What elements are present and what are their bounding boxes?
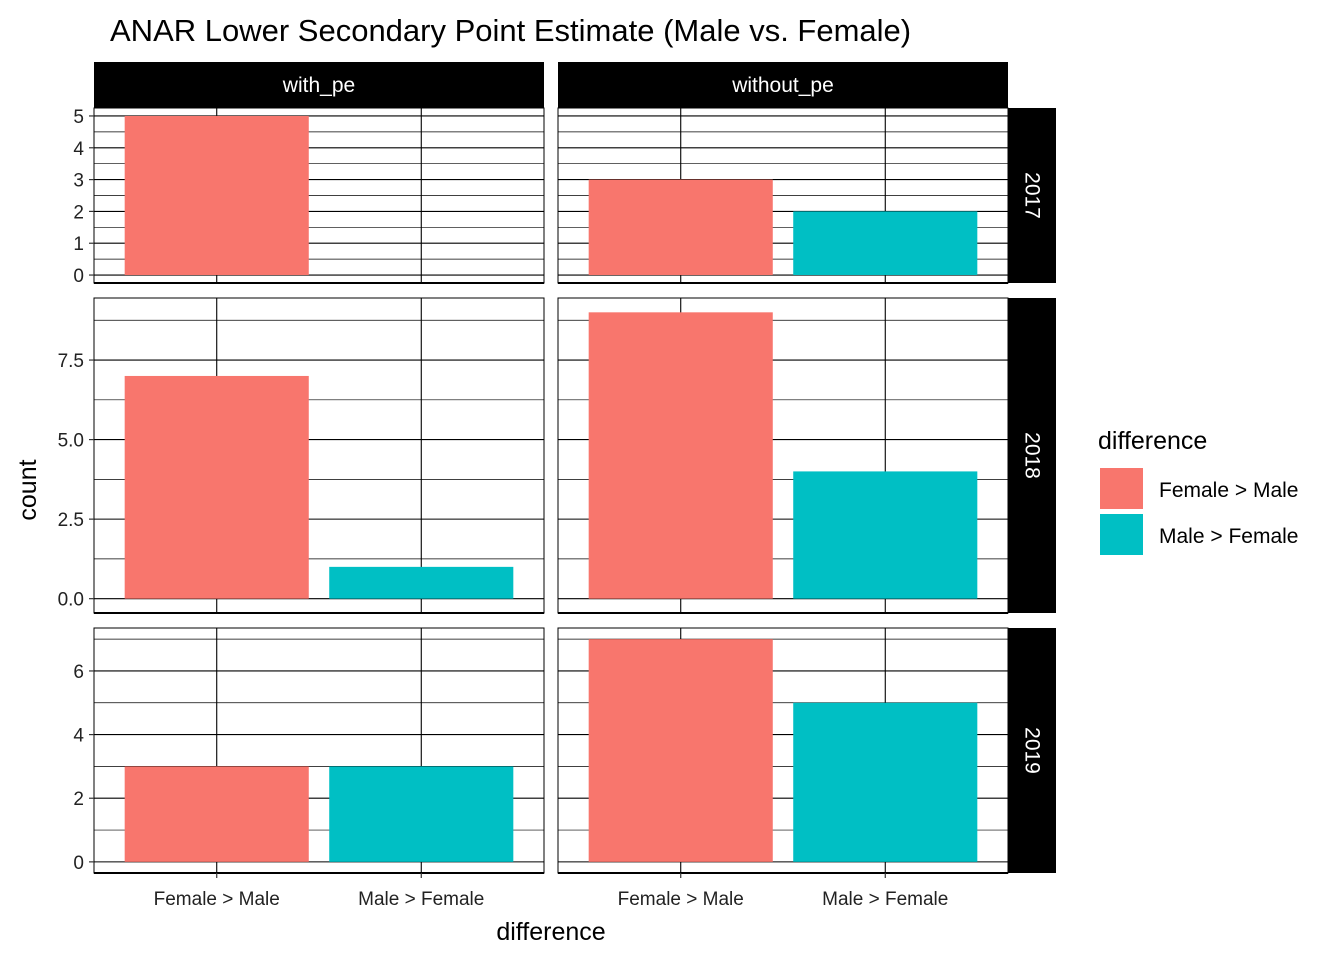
bar-with-pe-2018-female-male [124, 375, 309, 599]
y-tick-label: 0 [73, 266, 84, 287]
row-strip-2019 [1008, 628, 1056, 873]
bar-with-pe-2019-male-female [329, 766, 514, 862]
x-tick-label-male-female: Male > Female [822, 889, 948, 910]
column-strip-label-without-pe: without_pe [731, 74, 834, 97]
y-tick-label: 0 [73, 853, 84, 874]
panel-with-pe-2017: 0 1 2 3 4 5 [73, 107, 545, 287]
panel-with-pe-2019: 0 2 4 6 Female > Male Male > Female [73, 627, 545, 910]
row-strip-label-2019: 2019 [1021, 727, 1044, 774]
panel-without-pe-2018 [557, 297, 1009, 614]
column-strip-without-pe [558, 62, 1008, 108]
panel-without-pe-2019: Female > Male Male > Female [557, 627, 1009, 910]
y-tick-label: 2 [73, 202, 84, 223]
bar-without-pe-2019-female-male [588, 639, 773, 862]
row-strip-2018 [1008, 298, 1056, 613]
facet-panels: with_pe without_pe 2017 2018 2019 0 1 2 3 4 5 0.0 2.… [58, 62, 1056, 910]
y-tick-label: 2 [73, 789, 84, 810]
legend: difference Female > Male Male > Female [1098, 427, 1298, 555]
legend-title: difference [1098, 427, 1207, 455]
bar-with-pe-2017-female-male [124, 115, 309, 276]
bar-without-pe-2019-male-female [793, 702, 978, 862]
panel-without-pe-2017 [557, 107, 1009, 284]
legend-key-female-male [1100, 468, 1143, 509]
y-tick-label: 2.5 [58, 510, 84, 531]
y-tick-label: 4 [73, 726, 84, 747]
y-tick-label: 1 [73, 234, 84, 255]
x-tick-label-female-male: Female > Male [618, 889, 744, 910]
row-strip-label-2017: 2017 [1021, 172, 1044, 219]
legend-label-female-male: Female > Male [1159, 479, 1298, 502]
bar-without-pe-2017-male-female [793, 211, 978, 276]
bar-without-pe-2017-female-male [588, 179, 773, 276]
bar-with-pe-2019-female-male [124, 766, 309, 862]
y-tick-label: 7.5 [58, 351, 84, 372]
y-tick-label: 3 [73, 171, 84, 192]
row-strip-label-2018: 2018 [1021, 432, 1044, 479]
legend-key-male-female [1100, 514, 1143, 555]
row-strip-2017 [1008, 108, 1056, 283]
x-axis-title: difference [496, 918, 605, 946]
y-tick-label: 6 [73, 662, 84, 683]
bar-with-pe-2018-male-female [329, 566, 514, 599]
y-tick-label: 4 [73, 139, 84, 160]
chart-title: ANAR Lower Secondary Point Estimate (Mal… [110, 13, 911, 48]
x-tick-label-male-female: Male > Female [358, 889, 484, 910]
panel-with-pe-2018: 0.0 2.5 5.0 7.5 [58, 297, 545, 614]
bar-without-pe-2018-female-male [588, 312, 773, 599]
x-tick-label-female-male: Female > Male [154, 889, 280, 910]
legend-label-male-female: Male > Female [1159, 525, 1298, 548]
bar-without-pe-2018-male-female [793, 471, 978, 599]
y-tick-label: 5 [73, 107, 84, 128]
y-tick-label: 0.0 [58, 590, 84, 611]
y-tick-label: 5.0 [58, 431, 84, 452]
y-axis-title: count [14, 459, 42, 520]
column-strip-with-pe [94, 62, 544, 108]
column-strip-label-with-pe: with_pe [282, 74, 355, 97]
